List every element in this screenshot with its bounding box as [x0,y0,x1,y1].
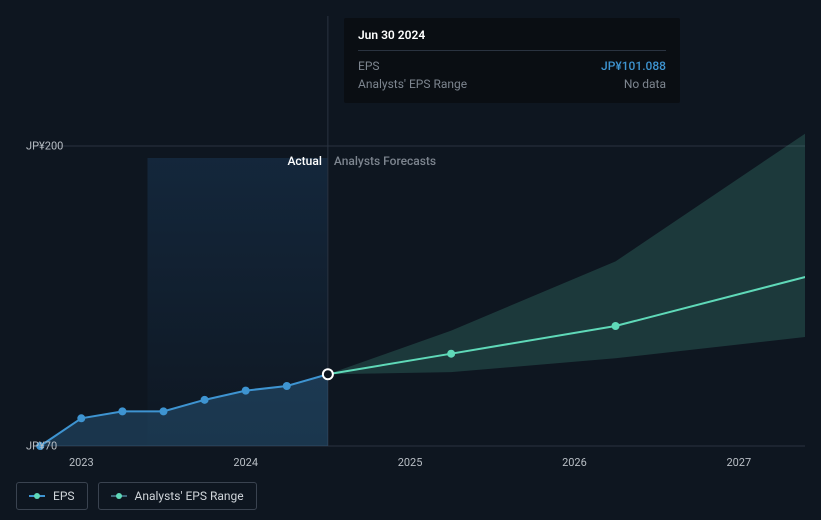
legend-swatch-icon [29,491,45,501]
y-axis-label: JP¥70 [26,440,57,453]
legend-swatch-icon [111,491,127,501]
chart-legend: EPS Analysts' EPS Range [16,482,257,510]
tooltip-value: JP¥101.088 [601,59,666,73]
legend-item[interactable]: Analysts' EPS Range [98,482,257,510]
x-axis-label: 2024 [233,456,258,469]
y-axis-label: JP¥200 [26,140,63,153]
tooltip-key: Analysts' EPS Range [358,77,467,91]
x-axis-label: 2023 [69,456,94,469]
tooltip-row: Analysts' EPS Range No data [358,75,666,93]
legend-label: EPS [53,489,75,503]
legend-label: Analysts' EPS Range [135,489,244,503]
section-label-actual: Actual [287,154,321,168]
eps-chart-container: JP¥200 JP¥70 2023 2024 2025 2026 2027 Actual A… [0,0,821,520]
x-axis-label: 2027 [726,456,751,469]
tooltip-key: EPS [358,59,380,73]
tooltip-value: No data [624,77,666,91]
x-axis-label: 2025 [398,456,423,469]
x-axis-label: 2026 [562,456,587,469]
section-label-forecast: Analysts Forecasts [334,154,436,168]
tooltip-row: EPS JP¥101.088 [358,57,666,75]
chart-tooltip: Jun 30 2024 EPS JP¥101.088 Analysts' EPS R… [344,18,680,103]
legend-item[interactable]: EPS [16,482,88,510]
tooltip-title: Jun 30 2024 [358,28,666,51]
